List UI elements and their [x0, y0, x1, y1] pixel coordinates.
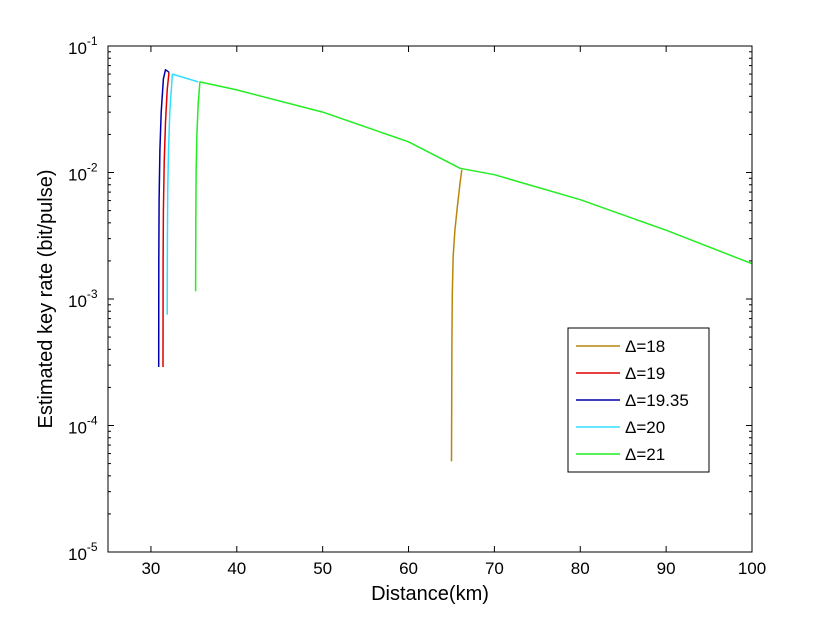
y-tick-label: 10-1 [68, 34, 98, 58]
series-line-0 [450, 169, 463, 462]
y-tick-label: 10-5 [68, 540, 98, 564]
y-tick-label: 10-4 [68, 414, 98, 438]
series-line-3 [166, 73, 199, 315]
series-line-1 [162, 72, 170, 368]
y-tick-exponent: -5 [87, 540, 98, 554]
y-tick-exponent: -4 [87, 414, 98, 428]
x-axis-label: Distance(km) [371, 583, 489, 605]
y-tick-exponent: -3 [87, 287, 98, 301]
x-tick-label: 100 [738, 559, 766, 578]
x-axis-ticks: 30 40 50 60 70 80 90 100 [141, 46, 766, 578]
legend-label: Δ=19.35 [625, 391, 689, 410]
legend-label: Δ=21 [625, 445, 665, 464]
y-tick-label: 10-3 [68, 287, 98, 311]
y-tick-base: 10 [68, 39, 87, 58]
x-tick-label: 30 [141, 559, 160, 578]
y-tick-exponent: -2 [87, 161, 98, 175]
x-tick-label: 50 [313, 559, 332, 578]
x-tick-label: 60 [399, 559, 418, 578]
y-tick-base: 10 [68, 292, 87, 311]
legend-label: Δ=18 [625, 337, 665, 356]
legend: Δ=18 Δ=19 Δ=19.35 Δ=20 Δ=21 [567, 327, 710, 473]
y-tick-base: 10 [68, 166, 87, 185]
x-tick-label: 40 [227, 559, 246, 578]
x-tick-label: 90 [657, 559, 676, 578]
legend-label: Δ=19 [625, 364, 665, 383]
y-tick-base: 10 [68, 545, 87, 564]
series-layer [157, 68, 753, 462]
y-tick-base: 10 [68, 419, 87, 438]
x-tick-label: 70 [485, 559, 504, 578]
y-axis-label: Estimated key rate (bit/pulse) [35, 170, 57, 429]
legend-label: Δ=20 [625, 418, 665, 437]
series-line-2 [157, 68, 170, 368]
y-axis-ticks: 10-510-410-310-210-1 [68, 34, 752, 564]
y-tick-exponent: -1 [87, 34, 98, 48]
x-tick-label: 80 [571, 559, 590, 578]
plot-area [108, 46, 752, 552]
y-tick-label: 10-2 [68, 161, 98, 185]
series-line-4 [194, 81, 753, 292]
